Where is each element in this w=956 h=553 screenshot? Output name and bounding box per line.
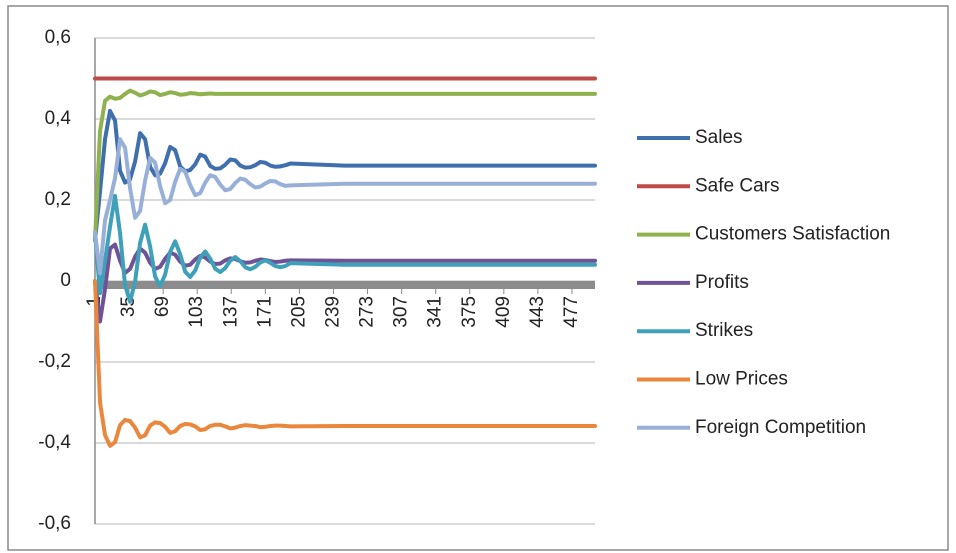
series-line xyxy=(93,137,597,275)
legend-label: Sales xyxy=(695,127,743,148)
x-tick-label: 341 xyxy=(425,296,446,328)
x-tick-label: 477 xyxy=(561,296,582,328)
x-tick-label: 443 xyxy=(527,296,548,328)
y-tick-label: 0,6 xyxy=(45,27,71,48)
y-tick-label: -0,6 xyxy=(38,513,71,534)
series-line xyxy=(93,108,597,243)
y-tick-label: -0,2 xyxy=(38,351,71,372)
y-tick-label: -0,4 xyxy=(38,432,71,453)
legend-label: Profits xyxy=(695,272,749,293)
series-line xyxy=(93,193,597,304)
legend-label: Foreign Competition xyxy=(695,417,866,438)
chart-frame xyxy=(7,5,949,551)
legend-label: Customers Satisfaction xyxy=(695,224,890,245)
legend-label: Strikes xyxy=(695,320,753,341)
series-line xyxy=(93,88,597,243)
legend-label: Safe Cars xyxy=(695,175,779,196)
x-tick-label: 409 xyxy=(493,296,514,328)
y-tick-label: 0,2 xyxy=(45,189,71,210)
x-tick-label: 273 xyxy=(357,296,378,328)
x-tick-label: 137 xyxy=(220,296,241,328)
series-line xyxy=(93,279,597,448)
y-tick-label: 0,4 xyxy=(45,108,72,129)
x-tick-label: 69 xyxy=(152,296,173,317)
x-tick-label: 205 xyxy=(288,296,309,328)
x-tick-label: 103 xyxy=(186,296,207,328)
x-tick-label: 171 xyxy=(254,296,275,328)
x-tick-label: 239 xyxy=(322,296,343,328)
legend-label: Low Prices xyxy=(695,369,788,390)
y-tick-label: 0 xyxy=(60,270,71,291)
x-tick-label: 307 xyxy=(391,296,412,328)
x-tick-label: 35 xyxy=(118,296,139,317)
x-tick-label: 375 xyxy=(459,296,480,328)
